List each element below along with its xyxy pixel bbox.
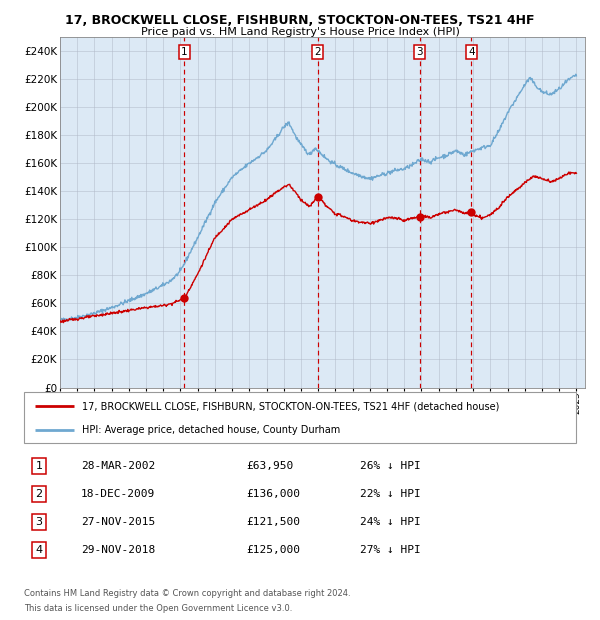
Text: 17, BROCKWELL CLOSE, FISHBURN, STOCKTON-ON-TEES, TS21 4HF (detached house): 17, BROCKWELL CLOSE, FISHBURN, STOCKTON-… [82,401,499,411]
Text: 28-MAR-2002: 28-MAR-2002 [81,461,155,471]
Text: 27-NOV-2015: 27-NOV-2015 [81,517,155,527]
Text: 4: 4 [35,545,43,555]
Text: 4: 4 [468,47,475,57]
Text: 3: 3 [416,47,423,57]
Text: 1: 1 [35,461,43,471]
Text: Contains HM Land Registry data © Crown copyright and database right 2024.: Contains HM Land Registry data © Crown c… [24,590,350,598]
Text: 27% ↓ HPI: 27% ↓ HPI [360,545,421,555]
Text: 17, BROCKWELL CLOSE, FISHBURN, STOCKTON-ON-TEES, TS21 4HF: 17, BROCKWELL CLOSE, FISHBURN, STOCKTON-… [65,14,535,27]
Text: 29-NOV-2018: 29-NOV-2018 [81,545,155,555]
Text: £63,950: £63,950 [246,461,293,471]
Text: This data is licensed under the Open Government Licence v3.0.: This data is licensed under the Open Gov… [24,604,292,613]
Text: 26% ↓ HPI: 26% ↓ HPI [360,461,421,471]
Text: 24% ↓ HPI: 24% ↓ HPI [360,517,421,527]
Text: 18-DEC-2009: 18-DEC-2009 [81,489,155,499]
Text: 22% ↓ HPI: 22% ↓ HPI [360,489,421,499]
Text: 2: 2 [314,47,321,57]
Text: 2: 2 [35,489,43,499]
Text: £125,000: £125,000 [246,545,300,555]
Text: 1: 1 [181,47,188,57]
Text: £136,000: £136,000 [246,489,300,499]
Text: £121,500: £121,500 [246,517,300,527]
Text: HPI: Average price, detached house, County Durham: HPI: Average price, detached house, Coun… [82,425,340,435]
Text: Price paid vs. HM Land Registry's House Price Index (HPI): Price paid vs. HM Land Registry's House … [140,27,460,37]
Text: 3: 3 [35,517,43,527]
